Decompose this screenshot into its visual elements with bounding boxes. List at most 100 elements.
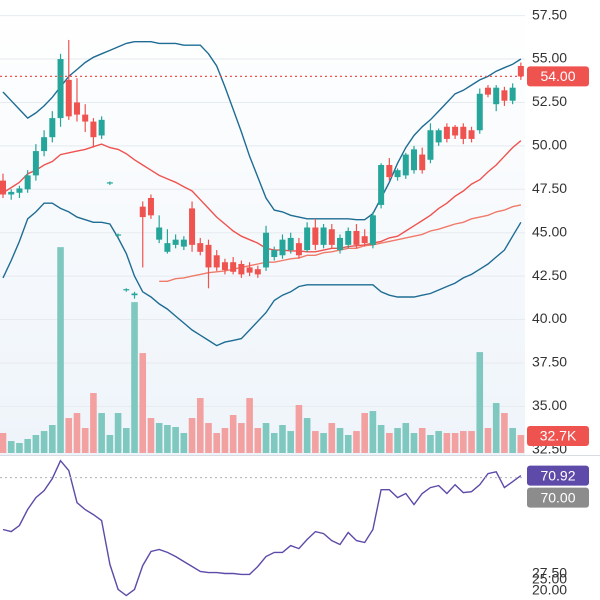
candle-body <box>345 230 352 245</box>
volume-bar <box>172 427 179 453</box>
candle-body <box>484 87 491 95</box>
volume-bar <box>32 434 40 453</box>
volume-bar <box>238 423 245 453</box>
candle-body <box>57 59 64 119</box>
volume-bar <box>7 441 15 453</box>
candle-body <box>156 227 163 240</box>
rsi-value-label-bg <box>527 465 589 486</box>
volume-bar <box>262 423 270 453</box>
candle-body <box>254 269 261 275</box>
volume-bar <box>394 428 401 453</box>
volume-bar <box>81 428 89 453</box>
indicator-line <box>2 140 522 253</box>
candle-body <box>509 87 516 101</box>
volume-bar <box>295 405 303 453</box>
candle-body <box>312 227 319 245</box>
candle-body <box>411 149 417 171</box>
candle-body <box>402 154 409 176</box>
candle-body <box>238 263 245 275</box>
candle-body <box>73 102 80 115</box>
volume-bar <box>196 398 204 453</box>
candle-body <box>386 164 393 178</box>
volume-bar <box>435 431 442 453</box>
candle-body <box>139 206 146 218</box>
y-tick-label: 50.00 <box>532 137 567 153</box>
rsi-value-label: 70.92 <box>540 467 575 483</box>
volume-bar <box>336 428 344 453</box>
last-price-label-bg <box>527 66 589 87</box>
candle-body <box>221 262 228 271</box>
level-label-bg <box>527 487 589 508</box>
candle-body <box>32 151 39 176</box>
y-tick-label: 25.00 <box>532 570 567 586</box>
candle-body <box>435 130 442 143</box>
volume-bar <box>443 433 451 453</box>
y-tick-label: 47.50 <box>532 180 567 196</box>
candle-body <box>304 227 311 251</box>
volume-bar <box>517 435 525 453</box>
volume-bar <box>287 431 294 453</box>
price-pane <box>0 0 525 455</box>
volume-bar <box>229 415 237 453</box>
candle-body <box>295 243 302 256</box>
volume-bar <box>303 418 311 453</box>
candle-body <box>172 239 179 245</box>
volume-bar <box>147 418 155 453</box>
indicator-line <box>2 41 522 221</box>
candle-body <box>230 262 237 272</box>
volume-bar <box>344 434 352 453</box>
volume-bar <box>24 438 31 453</box>
candle-body <box>49 118 56 138</box>
volume-bar <box>65 418 73 453</box>
volume-bar <box>270 433 278 453</box>
candle-body <box>476 93 483 131</box>
volume-bar <box>155 423 163 453</box>
candle-body <box>394 170 401 178</box>
candle-body <box>271 250 278 258</box>
volume-bar <box>98 413 105 453</box>
volume-bar <box>213 433 221 453</box>
y-tick-label: 20.00 <box>532 582 567 598</box>
candle-body <box>353 230 360 245</box>
y-tick-label: 42.50 <box>532 267 567 283</box>
candle-body <box>337 237 344 251</box>
volume-bar <box>131 302 138 453</box>
candle-body <box>328 229 335 245</box>
candle-body <box>517 65 524 77</box>
volume-bar <box>386 433 393 453</box>
volume-bar <box>106 434 114 453</box>
y-tick-label: 35.00 <box>532 397 567 413</box>
last-volume-label-bg <box>527 426 589 446</box>
candle-body <box>320 227 327 245</box>
last-volume-label: 32.7K <box>540 428 577 444</box>
volume-bar <box>188 418 196 453</box>
y-tick-label: 37.50 <box>532 354 567 370</box>
candle-body <box>197 243 204 252</box>
candle-body <box>189 208 196 245</box>
volume-bar <box>40 431 48 453</box>
volume-bar <box>402 423 410 453</box>
candle-body <box>106 182 113 184</box>
volume-bar <box>73 413 81 453</box>
candle-body <box>452 126 459 136</box>
volume-bar <box>90 393 97 453</box>
volume-bar <box>451 433 459 453</box>
volume-bar <box>418 428 426 453</box>
candle-body <box>90 121 97 138</box>
volume-bar <box>205 423 212 453</box>
candle-body <box>16 188 23 193</box>
y-tick-label: 55.00 <box>532 50 567 66</box>
candle-body <box>65 79 72 117</box>
candle-body <box>123 289 130 291</box>
volume-bar <box>509 428 516 453</box>
candle-body <box>205 244 212 268</box>
candle-body <box>279 239 286 256</box>
candle-body <box>82 114 89 122</box>
candle-body <box>443 126 450 139</box>
volume-bar <box>328 423 336 453</box>
volume-bar <box>460 431 467 453</box>
rsi-line <box>2 459 522 597</box>
rsi-pane <box>0 455 525 600</box>
volume-bar <box>427 434 434 453</box>
volume-bar <box>361 413 368 453</box>
